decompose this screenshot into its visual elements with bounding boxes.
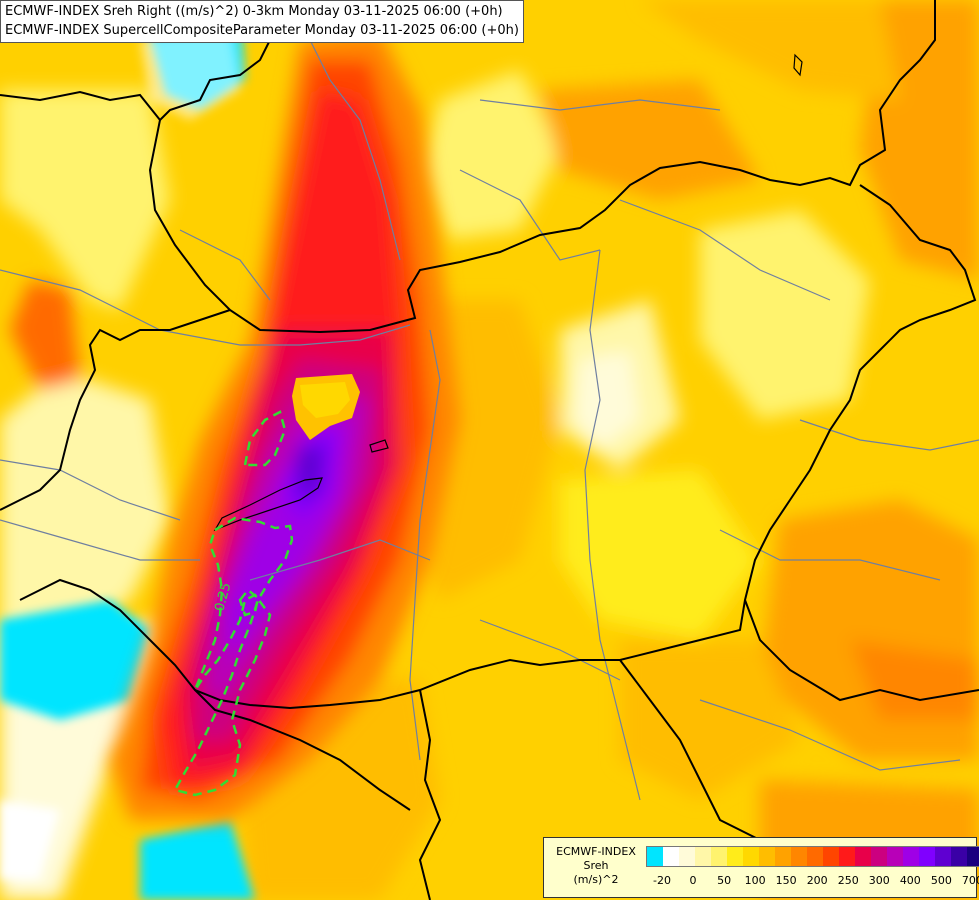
legend-tick-label: 400 (899, 874, 921, 887)
legend-tick-label: 200 (806, 874, 828, 887)
legend-tick-label: 100 (744, 874, 766, 887)
title-line-sreh: ECMWF-INDEX Sreh Right ((m/s)^2) 0-3km M… (5, 4, 503, 19)
scp-contour (173, 410, 294, 797)
legend-tick-label: 250 (837, 874, 859, 887)
rivers (0, 19, 979, 801)
legend-swatch (871, 847, 887, 866)
legend-tick-label: -20 (653, 874, 671, 887)
legend-swatch (919, 847, 935, 866)
title-line-scp: ECMWF-INDEX SupercellCompositeParameter … (5, 23, 519, 38)
legend-tick-label: 700 (961, 874, 979, 887)
legend-swatch (647, 847, 663, 866)
legend-swatch (679, 847, 695, 866)
legend-swatch (887, 847, 903, 866)
legend-swatch (935, 847, 951, 866)
legend-tick-label: 500 (930, 874, 952, 887)
legend-swatch (695, 847, 711, 866)
title-box: ECMWF-INDEX Sreh Right ((m/s)^2) 0-3km M… (0, 0, 524, 43)
lake-small-2 (793, 53, 803, 77)
legend-ticks: -20 0 50 100 150 200 250 300 400 500 700 (646, 874, 979, 888)
color-legend: ECMWF-INDEX Sreh (m/s)^2 -20 0 50 100 150 200… (543, 837, 979, 898)
legend-tick-label: 50 (717, 874, 732, 887)
legend-swatch (727, 847, 743, 866)
legend-swatch (743, 847, 759, 866)
legend-swatch (775, 847, 791, 866)
legend-swatches (646, 846, 979, 867)
legend-swatch (839, 847, 855, 866)
legend-tick-label: 300 (868, 874, 890, 887)
legend-variable: Sreh (583, 859, 609, 872)
legend-swatch (807, 847, 823, 866)
scp-contour-label: 0.25 (212, 581, 234, 613)
lakes (213, 53, 803, 532)
lake-balaton (213, 477, 323, 532)
legend-swatch (711, 847, 727, 866)
legend-swatch (903, 847, 919, 866)
legend-swatch (759, 847, 775, 866)
legend-tick-label: 150 (775, 874, 797, 887)
legend-source: ECMWF-INDEX (556, 845, 636, 858)
legend-tick-label: 0 (689, 874, 697, 887)
legend-swatch (663, 847, 679, 866)
legend-title: ECMWF-INDEX Sreh (m/s)^2 (548, 845, 644, 887)
lake-small (369, 439, 389, 453)
legend-swatch (967, 847, 979, 866)
legend-swatch (951, 847, 967, 866)
legend-unit: (m/s)^2 (573, 873, 619, 886)
legend-swatch (791, 847, 807, 866)
legend-swatch (855, 847, 871, 866)
legend-swatch (823, 847, 839, 866)
